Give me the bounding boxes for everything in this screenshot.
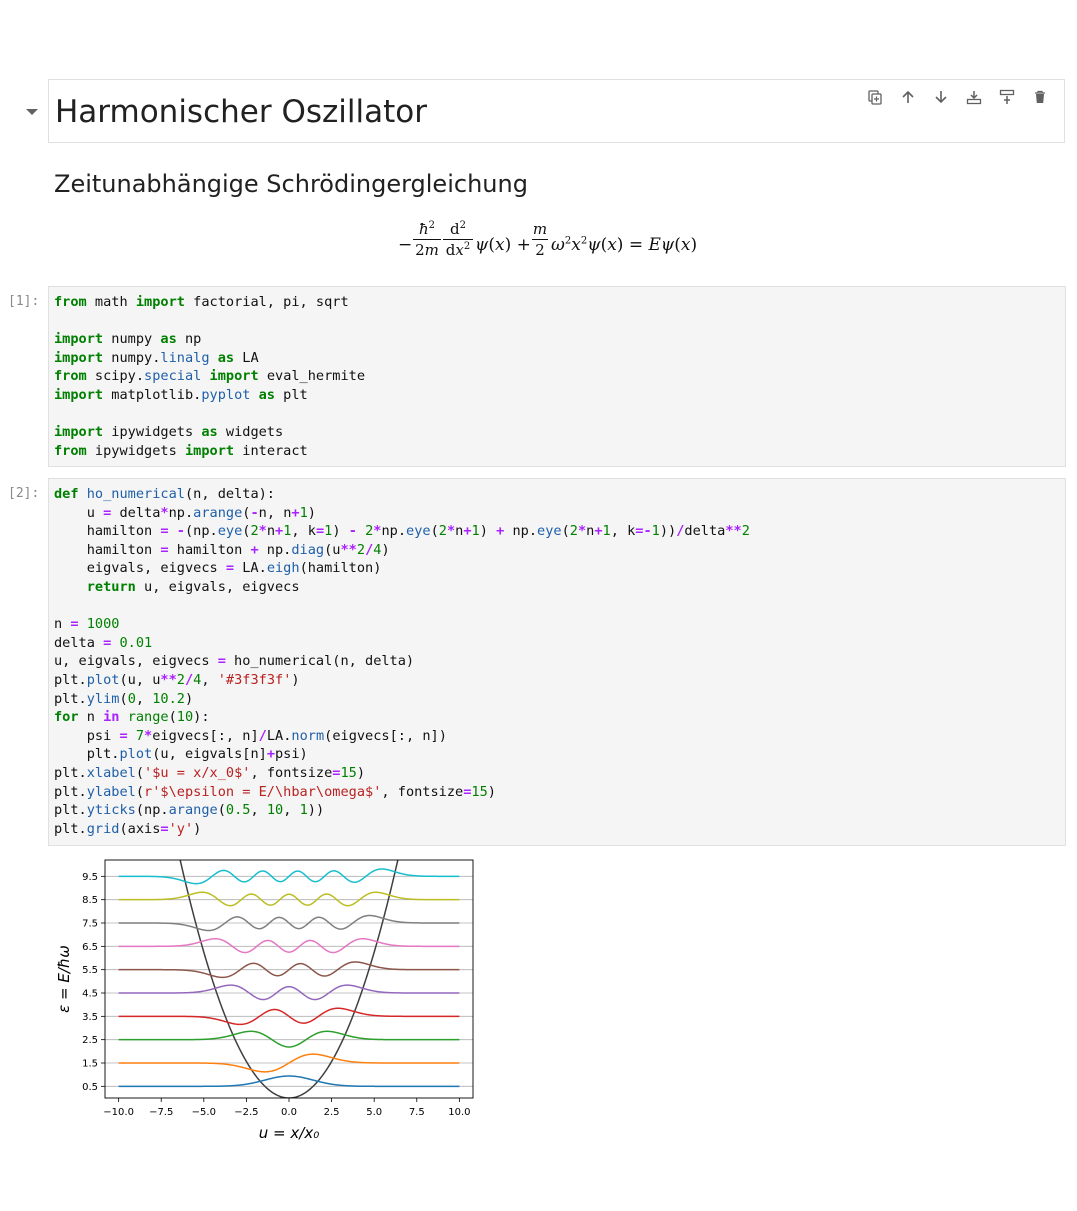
output-plot: 0.5 1.5 2.5 3.5 4.5 5.5 6.5 7.5 8.5 9.5 −10.0 −7.5 −…	[55, 859, 474, 1142]
wavefunction-line-n3	[118, 1007, 460, 1026]
notebook-title: Harmonischer Oszillator	[55, 94, 427, 130]
y-tick-label: 7.5	[82, 919, 98, 930]
x-tick-label: 0.0	[281, 1107, 297, 1118]
markdown-cell-selected[interactable]: Harmonischer Oszillator	[48, 79, 1065, 143]
x-tick-label: −10.0	[103, 1107, 134, 1118]
equation-rhs: ω2x2ψ(x) = Eψ(x)	[551, 235, 698, 255]
insert-below-icon	[999, 89, 1014, 104]
x-tick-label: −5.0	[192, 1107, 216, 1118]
wavefunction-line-n6	[118, 937, 460, 954]
y-tick-label: 1.5	[82, 1059, 98, 1070]
equation-hbar-fraction: ħ2 2m	[413, 220, 441, 259]
wavefunction-line-n9	[118, 868, 460, 885]
move-up-icon	[901, 90, 914, 103]
cell-toolbar	[858, 86, 1056, 108]
potential-curve	[179, 860, 399, 1098]
axes-frame	[104, 859, 474, 1099]
move-down-icon	[934, 91, 947, 104]
equation-psi-term: ψ(x) +	[475, 235, 531, 255]
wavefunction-line-n0	[118, 1075, 460, 1088]
y-tick-label: 6.5	[82, 942, 98, 953]
duplicate-icon	[867, 90, 882, 105]
code-editor[interactable]: def ho_numerical(n, delta): u = delta*np…	[54, 486, 750, 837]
cell-prompt: [2]:	[8, 486, 40, 501]
x-axis-label: u = x/x₀	[259, 1124, 319, 1142]
wavefunction-line-n7	[118, 914, 460, 932]
y-tick-label: 9.5	[82, 872, 98, 883]
equation-derivative: d2 dx2	[443, 220, 473, 259]
cell-prompt: [1]:	[8, 294, 40, 309]
code-editor[interactable]: from math import factorial, pi, sqrt imp…	[54, 294, 366, 459]
y-tick-label: 0.5	[82, 1082, 98, 1093]
section-heading: Zeitunabhängige Schrödingergleichung	[54, 170, 528, 198]
y-tick-label: 8.5	[82, 895, 98, 906]
move-cell-down-button[interactable]	[924, 86, 957, 108]
x-tick-label: 2.5	[324, 1107, 340, 1118]
x-tick-label: 7.5	[409, 1107, 425, 1118]
insert-cell-above-button[interactable]	[957, 86, 990, 108]
wavefunction-line-n2	[118, 1030, 460, 1048]
y-tick-label: 4.5	[82, 989, 98, 1000]
x-tick-label: 10.0	[448, 1107, 470, 1118]
insert-above-icon	[966, 91, 981, 105]
x-tick-label: −7.5	[149, 1107, 173, 1118]
delete-icon	[1034, 90, 1045, 103]
x-tick-label: −2.5	[234, 1107, 258, 1118]
equation-minus: −	[398, 235, 413, 255]
code-cell-imports[interactable]: from math import factorial, pi, sqrt imp…	[48, 286, 1066, 467]
move-cell-up-button[interactable]	[891, 86, 924, 108]
x-tick-label: 5.0	[366, 1107, 382, 1118]
duplicate-cell-button[interactable]	[858, 86, 891, 108]
delete-cell-button[interactable]	[1023, 86, 1056, 108]
wavefunction-line-n8	[118, 891, 460, 907]
y-axis-label: ε = E/ħω	[55, 945, 73, 1013]
collapse-cell-toggle[interactable]	[26, 109, 38, 115]
y-tick-label: 2.5	[82, 1035, 98, 1046]
insert-cell-below-button[interactable]	[990, 86, 1023, 108]
code-cell-numerics[interactable]: def ho_numerical(n, delta): u = delta*np…	[48, 478, 1066, 846]
y-tick-label: 3.5	[82, 1012, 98, 1023]
wavefunction-line-n5	[118, 961, 460, 979]
y-tick-label: 5.5	[82, 965, 98, 976]
wavefunction-line-n4	[118, 984, 460, 1001]
wavefunction-line-n1	[118, 1053, 460, 1073]
